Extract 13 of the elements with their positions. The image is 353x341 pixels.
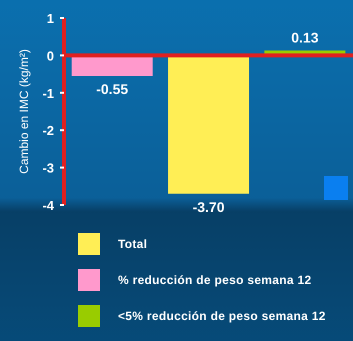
legend-label: % reducción de peso semana 12 [118,273,312,287]
y-axis-title: Cambio en IMC (kg/m²) [17,49,31,174]
y-tick-label: -2 [42,123,54,138]
y-tick-label: -3 [42,160,54,176]
y-tick-label: -4 [42,198,55,213]
legend-label: Total [118,237,148,251]
data-label: 0.13 [291,30,319,46]
y-tick-label: 0 [46,48,54,64]
data-label: -0.55 [96,80,128,97]
data-label: -3.70 [192,198,225,215]
y-tick-label: -1 [42,86,54,101]
y-tick-label: 1 [46,11,54,26]
legend-label: <5% reducción de peso semana 12 [118,309,326,323]
